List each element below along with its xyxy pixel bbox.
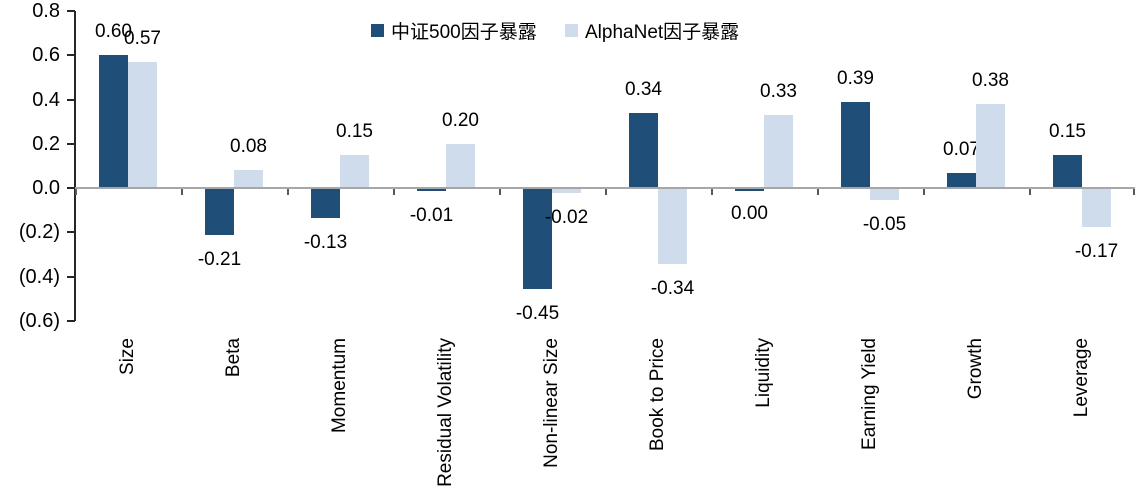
x-axis-tick <box>181 189 183 195</box>
y-axis-tick <box>67 187 75 189</box>
x-axis-tick <box>711 189 713 195</box>
x-axis-tick <box>499 189 501 195</box>
bar-csi500 <box>629 112 658 188</box>
bar-value-label: 0.57 <box>124 27 161 49</box>
y-axis-label: 0.0 <box>32 177 60 199</box>
bar-alphanet <box>658 189 687 265</box>
legend-label-alphanet: AlphaNet因子暴露 <box>585 21 740 43</box>
y-axis-label: 0.6 <box>32 44 60 67</box>
bar-alphanet <box>340 154 369 188</box>
y-axis-label: 0.4 <box>32 88 60 111</box>
bar-value-label: -0.34 <box>650 278 695 300</box>
y-axis-tick <box>67 142 75 145</box>
bar-value-label: 0.08 <box>230 136 267 158</box>
y-axis-line <box>74 11 76 321</box>
bar-csi500 <box>947 172 976 188</box>
bar-csi500 <box>205 189 234 236</box>
x-axis-tick <box>393 189 395 195</box>
x-category-label: Book to Price <box>647 338 668 451</box>
x-axis-tick <box>1133 189 1135 195</box>
bar-value-label: 0.15 <box>1049 120 1086 142</box>
y-axis-label: 0.2 <box>32 132 60 155</box>
bar-alphanet <box>1082 189 1111 227</box>
bar-value-label: 0.60 <box>95 21 132 43</box>
x-axis-line <box>75 187 1135 189</box>
y-axis-tick <box>67 275 75 278</box>
legend-swatch-csi500-icon <box>371 23 384 37</box>
bar-alphanet <box>976 103 1005 188</box>
legend-item-alphanet: AlphaNet因子暴露 <box>565 17 739 43</box>
bar-csi500 <box>1053 154 1082 188</box>
x-category-label: Growth <box>965 338 986 400</box>
bar-value-label: -0.17 <box>1074 240 1119 262</box>
y-axis-label: (0.2) <box>18 221 60 244</box>
bar-value-label: 0.00 <box>731 203 768 224</box>
legend-swatch-alphanet-icon <box>565 23 578 37</box>
bar-csi500 <box>311 189 340 218</box>
y-axis-tick <box>67 98 75 101</box>
bar-value-label: -0.21 <box>197 249 242 271</box>
x-category-label: Beta <box>223 338 244 378</box>
y-axis-label: (0.4) <box>18 265 60 288</box>
bar-csi500 <box>735 189 764 191</box>
bar-csi500 <box>99 55 128 188</box>
y-axis-tick <box>67 54 75 57</box>
bar-value-label: 0.20 <box>442 109 479 131</box>
x-category-label: Leverage <box>1071 338 1092 418</box>
bar-value-label: -0.05 <box>862 214 907 236</box>
bar-value-label: -0.02 <box>544 207 589 229</box>
x-axis-tick <box>75 189 77 195</box>
bar-value-label: -0.45 <box>515 302 560 324</box>
legend-label-csi500: 中证500因子暴露 <box>391 21 537 43</box>
y-axis-tick <box>67 10 75 12</box>
bar-value-label: 0.34 <box>625 78 662 100</box>
bar-csi500 <box>841 101 870 188</box>
x-category-label: Momentum <box>329 338 350 434</box>
bar-alphanet <box>552 189 581 194</box>
x-category-label: Residual Volatility <box>435 338 456 487</box>
bar-alphanet <box>128 61 157 188</box>
y-axis-tick <box>67 319 75 322</box>
bar-value-label: -0.01 <box>409 205 454 227</box>
bar-csi500 <box>417 189 446 192</box>
y-axis-label: 0.8 <box>32 0 60 22</box>
legend-item-csi500: 中证500因子暴露 <box>371 17 537 43</box>
bar-value-label: 0.33 <box>760 80 797 102</box>
bar-alphanet <box>764 114 793 188</box>
y-axis-tick <box>67 231 75 234</box>
x-axis-tick <box>1029 189 1031 195</box>
x-axis-tick <box>923 189 925 195</box>
bar-csi500 <box>523 189 552 289</box>
y-axis-label: (0.6) <box>18 309 60 332</box>
bar-alphanet <box>446 143 475 188</box>
bar-value-label: 0.38 <box>972 69 1009 91</box>
bar-value-label: 0.07 <box>943 138 980 160</box>
bar-value-label: 0.15 <box>336 120 373 142</box>
x-category-label: Non-linear Size <box>541 338 562 468</box>
x-category-label: Earning Yield <box>859 338 880 450</box>
x-category-label: Size <box>117 338 138 375</box>
x-axis-tick <box>817 189 819 195</box>
x-axis-tick <box>605 189 607 195</box>
bar-alphanet <box>870 189 899 201</box>
x-category-label: Liquidity <box>753 338 774 408</box>
bar-value-label: -0.13 <box>303 231 348 253</box>
bar-value-label: 0.39 <box>837 67 874 89</box>
bar-alphanet <box>234 170 263 188</box>
x-axis-tick <box>287 189 289 195</box>
